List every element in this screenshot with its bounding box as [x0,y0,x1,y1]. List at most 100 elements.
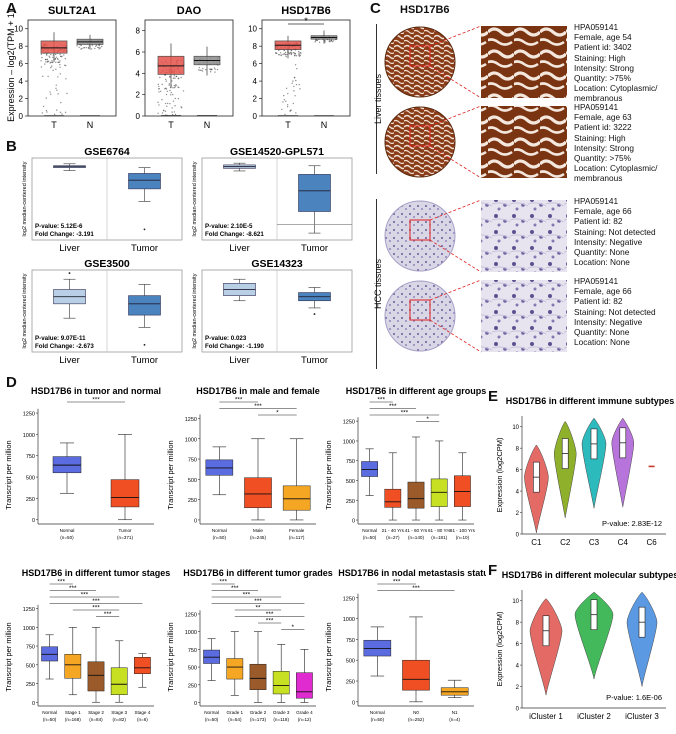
panel-e-violin: HSD17B6 in different immune subtypes Expr… [495,396,674,547]
jitter-point [58,61,61,64]
jitter-point [161,83,163,86]
jitter-point [44,63,46,65]
panel-b-title: GSE3500 [84,258,130,270]
box [157,55,185,75]
jitter-point [169,102,171,105]
category-label: C6 [646,538,657,547]
sig-mark: * [292,624,295,631]
jitter-point [49,62,51,64]
category-n: (n=82) [112,717,126,722]
panel-d-ylabel: Transcript per million [4,622,13,691]
jitter-point [52,54,54,56]
panel-a-frame [261,19,351,117]
sig-mark: *** [92,598,100,605]
sig-mark: ** [255,605,261,612]
jitter-point [157,101,159,104]
y-tick-label: 8 [516,447,520,453]
jitter-point [59,60,61,62]
y-tick-label: 6 [516,468,520,474]
ihc-sample-line: Patient id: 3222 [574,122,632,133]
panel-a-title: HSD17B6 [281,5,331,17]
group-label: Liver [229,355,250,366]
group-label: T [285,120,291,130]
jitter-point [166,102,169,105]
group-label: Tumor [131,355,158,366]
jitter-point [57,61,59,64]
jitter-point [101,45,103,48]
jitter-point [174,86,177,88]
box [402,659,430,691]
jitter-point [63,54,65,56]
zoom-connector [429,279,482,301]
category-n: (n=50) [213,535,227,540]
jitter-point [90,48,93,50]
p-value: P-value: 5.12E-6 [35,223,83,230]
ihc-sample-line: Quantity: >75% [574,73,631,83]
jitter-point [48,55,50,57]
jitter-point [290,53,293,56]
jitter-point [314,41,316,43]
jitter-point [174,77,176,79]
jitter-point [330,39,333,42]
jitter-point [159,76,161,79]
jitter-point [76,45,78,47]
jitter-point [293,85,295,88]
fold-change: Fold Change: -1.190 [205,343,264,350]
jitter-point [174,105,176,107]
jitter-point [45,97,48,99]
jitter-point [55,68,57,70]
panel-a-title: SULT2A1 [48,5,96,17]
category-label: C1 [531,538,542,547]
jitter-point [51,60,53,62]
panel-b-title: GSE14323 [251,258,303,270]
y-tick-label: 750 [26,454,35,460]
ihc-sample-line: HPA059141 [574,22,619,32]
zoom-connector [429,105,482,127]
jitter-point [64,111,67,114]
jitter-point [289,52,292,54]
category-label: Grade 2 [250,710,267,715]
sig-mark: *** [92,605,100,612]
y-tick-label: 0 [32,701,35,707]
category-label: Normal [204,710,219,715]
ihc-sample-line: Intensity: Negative [574,316,643,327]
jitter-point [295,112,297,114]
jitter-point [299,54,301,56]
jitter-point [275,52,278,55]
ihc-sample-line: Patient id: 3402 [574,42,632,53]
jitter-point [293,52,296,54]
jitter-point [80,44,82,47]
y-tick-label: 750 [188,458,197,464]
jitter-point [205,68,207,71]
jitter-point [59,73,61,75]
jitter-point [91,44,94,46]
panel-b-oncomine-boxplots: GSE6764 log2 median-centered intensity Liv… [22,146,353,366]
category-n: (n=140) [408,535,424,540]
fold-change: Fold Change: -8.621 [205,231,264,238]
jitter-point [51,61,53,64]
y-tick-label: 0 [194,701,197,707]
sig-mark: *** [104,611,112,618]
liver-bracket [376,24,378,174]
sig-mark: *** [401,410,409,417]
jitter-point [157,112,159,114]
jitter-point [61,55,63,58]
jitter-point [298,84,300,86]
panel-a-title: DAO [177,5,202,17]
jitter-point [296,67,298,70]
ihc-sample-line: Quantity: None [574,247,630,257]
jitter-point [295,83,298,86]
violin-shape [611,417,635,508]
category-label: Grade 4 [296,710,313,715]
zoom-connector [429,145,482,179]
jitter-point [50,93,52,95]
jitter-point [158,85,160,88]
jitter-point [199,69,201,71]
ihc-sample-line: Intensity: Strong [574,62,634,73]
category-n: (n=117) [289,535,305,540]
liver-zoom-image [481,26,567,98]
jitter-point [210,68,213,71]
y-tick-label: 8 [516,621,520,627]
jitter-point [50,65,53,67]
jitter-point [328,40,331,43]
